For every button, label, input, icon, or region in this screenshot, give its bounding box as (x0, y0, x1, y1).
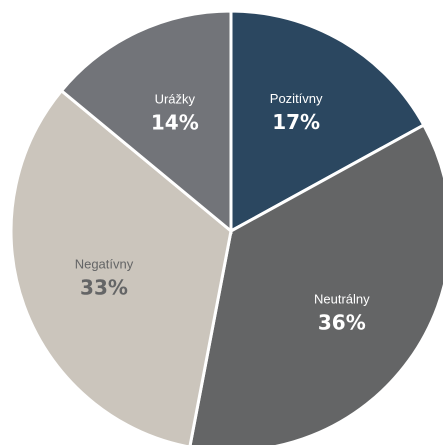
slice-label-pozitivny: Pozitívny (270, 91, 323, 106)
slice-label-negativny: Negatívny (75, 257, 134, 272)
pie-slice-neutralny (188, 122, 443, 445)
pie-slice-urazky (59, 9, 233, 235)
slice-value-pozitivny: 17% (272, 110, 320, 134)
slice-value-neutralny: 36% (318, 311, 366, 335)
slice-value-urazky: 14% (151, 111, 199, 135)
slice-value-negativny: 33% (80, 276, 128, 300)
pie-slice-negativny (9, 88, 233, 445)
slice-label-neutralny: Neutrálny (314, 292, 370, 307)
pie-slice-pozitivny (229, 9, 426, 234)
slice-label-urazky: Urážky (155, 92, 196, 107)
